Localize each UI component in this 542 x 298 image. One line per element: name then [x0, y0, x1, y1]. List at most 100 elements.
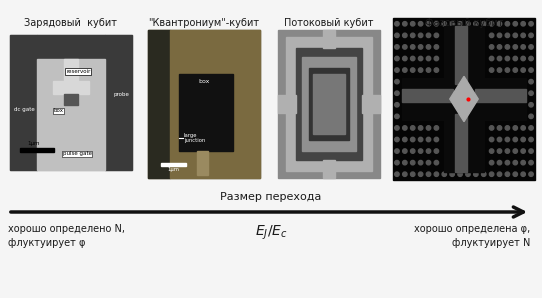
Circle shape: [442, 21, 447, 26]
Circle shape: [434, 137, 438, 142]
Circle shape: [481, 21, 486, 26]
Text: Фазовый кубит: Фазовый кубит: [425, 18, 504, 28]
Bar: [444, 26, 484, 172]
Circle shape: [505, 68, 509, 72]
Circle shape: [466, 21, 470, 26]
Circle shape: [489, 172, 494, 176]
Circle shape: [427, 160, 431, 165]
Circle shape: [403, 21, 407, 26]
Circle shape: [395, 33, 399, 38]
Circle shape: [474, 21, 478, 26]
Circle shape: [434, 21, 438, 26]
Bar: [105, 35, 132, 170]
Circle shape: [458, 172, 462, 176]
Circle shape: [410, 149, 415, 153]
Circle shape: [434, 126, 438, 130]
Circle shape: [395, 172, 399, 176]
Circle shape: [418, 172, 423, 176]
Circle shape: [434, 149, 438, 153]
Circle shape: [418, 33, 423, 38]
Circle shape: [434, 56, 438, 61]
Bar: [148, 30, 260, 178]
Circle shape: [474, 172, 478, 176]
Circle shape: [410, 33, 415, 38]
Circle shape: [513, 45, 518, 49]
Circle shape: [395, 137, 399, 142]
Circle shape: [427, 68, 431, 72]
Circle shape: [489, 68, 494, 72]
Bar: [10, 35, 132, 170]
Circle shape: [489, 149, 494, 153]
Circle shape: [410, 126, 415, 130]
Text: Размер перехода: Размер перехода: [220, 192, 322, 202]
Circle shape: [529, 137, 533, 142]
Bar: [402, 89, 453, 102]
Bar: [197, 151, 209, 175]
Circle shape: [529, 160, 533, 165]
Circle shape: [513, 68, 518, 72]
Text: флуктуирует φ: флуктуирует φ: [8, 238, 86, 248]
Circle shape: [505, 149, 509, 153]
Circle shape: [395, 21, 399, 26]
Circle shape: [505, 172, 509, 176]
Circle shape: [427, 172, 431, 176]
Text: pulse gate: pulse gate: [62, 151, 92, 156]
Circle shape: [450, 21, 454, 26]
Circle shape: [427, 33, 431, 38]
Circle shape: [513, 126, 518, 130]
Circle shape: [395, 56, 399, 61]
Circle shape: [403, 137, 407, 142]
Text: флуктуирует N: флуктуирует N: [451, 238, 530, 248]
Circle shape: [418, 126, 423, 130]
Circle shape: [489, 56, 494, 61]
Bar: [286, 38, 372, 170]
Bar: [455, 26, 467, 84]
Circle shape: [410, 172, 415, 176]
Circle shape: [395, 80, 399, 84]
Circle shape: [498, 45, 502, 49]
Circle shape: [505, 45, 509, 49]
Circle shape: [489, 137, 494, 142]
Bar: [278, 95, 296, 113]
Circle shape: [513, 33, 518, 38]
Circle shape: [403, 33, 407, 38]
Circle shape: [395, 126, 399, 130]
Circle shape: [427, 126, 431, 130]
Text: $E_J/E_c$: $E_J/E_c$: [255, 224, 287, 242]
Circle shape: [427, 45, 431, 49]
Bar: [10, 35, 37, 170]
Circle shape: [410, 68, 415, 72]
Circle shape: [513, 160, 518, 165]
Bar: [170, 30, 260, 178]
Circle shape: [410, 21, 415, 26]
Circle shape: [529, 80, 533, 84]
Bar: [63, 94, 79, 105]
Circle shape: [529, 21, 533, 26]
Text: dc gate: dc gate: [14, 107, 35, 112]
Circle shape: [521, 126, 525, 130]
Circle shape: [498, 126, 502, 130]
Circle shape: [427, 149, 431, 153]
Circle shape: [427, 21, 431, 26]
Circle shape: [505, 137, 509, 142]
Circle shape: [418, 68, 423, 72]
Circle shape: [403, 160, 407, 165]
Circle shape: [529, 91, 533, 95]
Bar: [313, 74, 345, 134]
Circle shape: [434, 160, 438, 165]
Circle shape: [442, 172, 447, 176]
Circle shape: [529, 33, 533, 38]
Circle shape: [498, 68, 502, 72]
Circle shape: [513, 137, 518, 142]
Circle shape: [529, 172, 533, 176]
Bar: [63, 59, 79, 103]
Circle shape: [434, 68, 438, 72]
Polygon shape: [450, 76, 478, 122]
Bar: [455, 114, 467, 172]
Circle shape: [434, 172, 438, 176]
Circle shape: [427, 56, 431, 61]
Circle shape: [521, 33, 525, 38]
Bar: [162, 163, 186, 166]
Circle shape: [403, 68, 407, 72]
Circle shape: [489, 45, 494, 49]
